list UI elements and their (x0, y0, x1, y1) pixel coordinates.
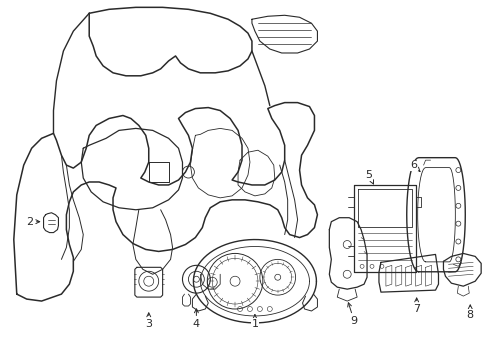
Text: 7: 7 (412, 298, 419, 314)
Text: 9: 9 (347, 303, 357, 326)
Text: 6: 6 (409, 160, 419, 171)
Text: 2: 2 (26, 217, 40, 227)
Text: 8: 8 (466, 305, 473, 320)
Text: 3: 3 (145, 313, 152, 329)
Text: 1: 1 (251, 315, 258, 329)
Text: 4: 4 (192, 309, 200, 329)
Text: 5: 5 (365, 170, 373, 184)
